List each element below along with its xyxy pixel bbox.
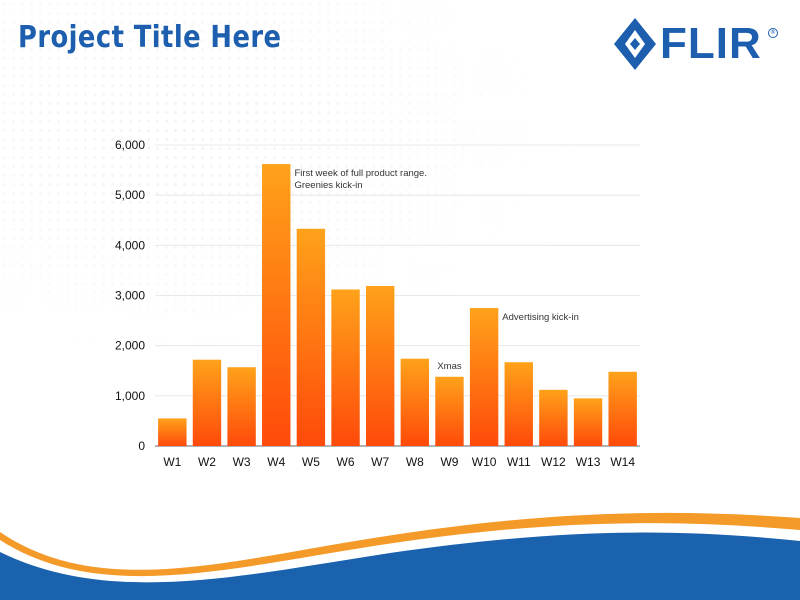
registered-mark: ® [768,28,778,38]
x-tick-label: W7 [371,455,389,469]
x-tick-label: W11 [507,455,531,469]
x-tick-label: W1 [163,455,181,469]
bar-w1 [158,418,187,446]
flir-logo: FLIR ® [612,16,778,74]
x-tick-label: W13 [576,455,601,469]
x-tick-label: W3 [233,455,251,469]
x-tick-label: W6 [337,455,355,469]
bar-w6 [331,289,360,446]
x-tick-label: W8 [406,455,424,469]
x-tick-label: W14 [610,455,635,469]
bar-w12 [539,389,568,446]
bar-w5 [296,228,326,446]
x-tick-label: W12 [541,455,566,469]
annotation-w9: Xmas [437,361,462,372]
bar-w3 [227,367,256,446]
annotations: First week of full product range.Greenie… [294,168,578,372]
x-tick-label: W9 [440,455,458,469]
y-axis-ticks: 0 1,000 2,000 3,000 4,000 5,000 6,000 [115,138,145,453]
bar-w9 [435,376,464,446]
annotation-w4: Greenies kick-in [294,180,362,191]
bar-w7 [365,285,395,446]
bar-w10 [469,308,499,446]
x-tick-label: W2 [198,455,216,469]
page-title: Project Title Here [18,20,282,55]
bar-w14 [608,371,637,446]
y-tick-label: 3,000 [115,289,145,303]
x-tick-label: W4 [267,455,285,469]
y-tick-label: 4,000 [115,238,145,252]
annotation-w10: Advertising kick-in [502,312,579,323]
bar-w2 [192,359,222,446]
x-tick-label: W10 [472,455,497,469]
bar-w13 [573,398,603,446]
bars [158,164,637,446]
x-axis-ticks: W1 W2 W3 W4 W5 W6 W7 W8 W9 W10 W11 W12 W13 W14 [163,455,635,469]
y-tick-label: 2,000 [115,339,145,353]
y-tick-label: 6,000 [115,138,145,152]
bar-w11 [504,362,533,446]
y-tick-label: 1,000 [115,389,145,403]
bar-w4 [262,164,291,446]
logo-text: FLIR [660,19,762,68]
y-tick-label: 0 [138,439,145,453]
bar-w8 [400,358,430,446]
flir-diamond-icon [614,18,656,70]
x-tick-label: W5 [302,455,320,469]
y-tick-label: 5,000 [115,188,145,202]
annotation-w4: First week of full product range. [294,168,427,179]
